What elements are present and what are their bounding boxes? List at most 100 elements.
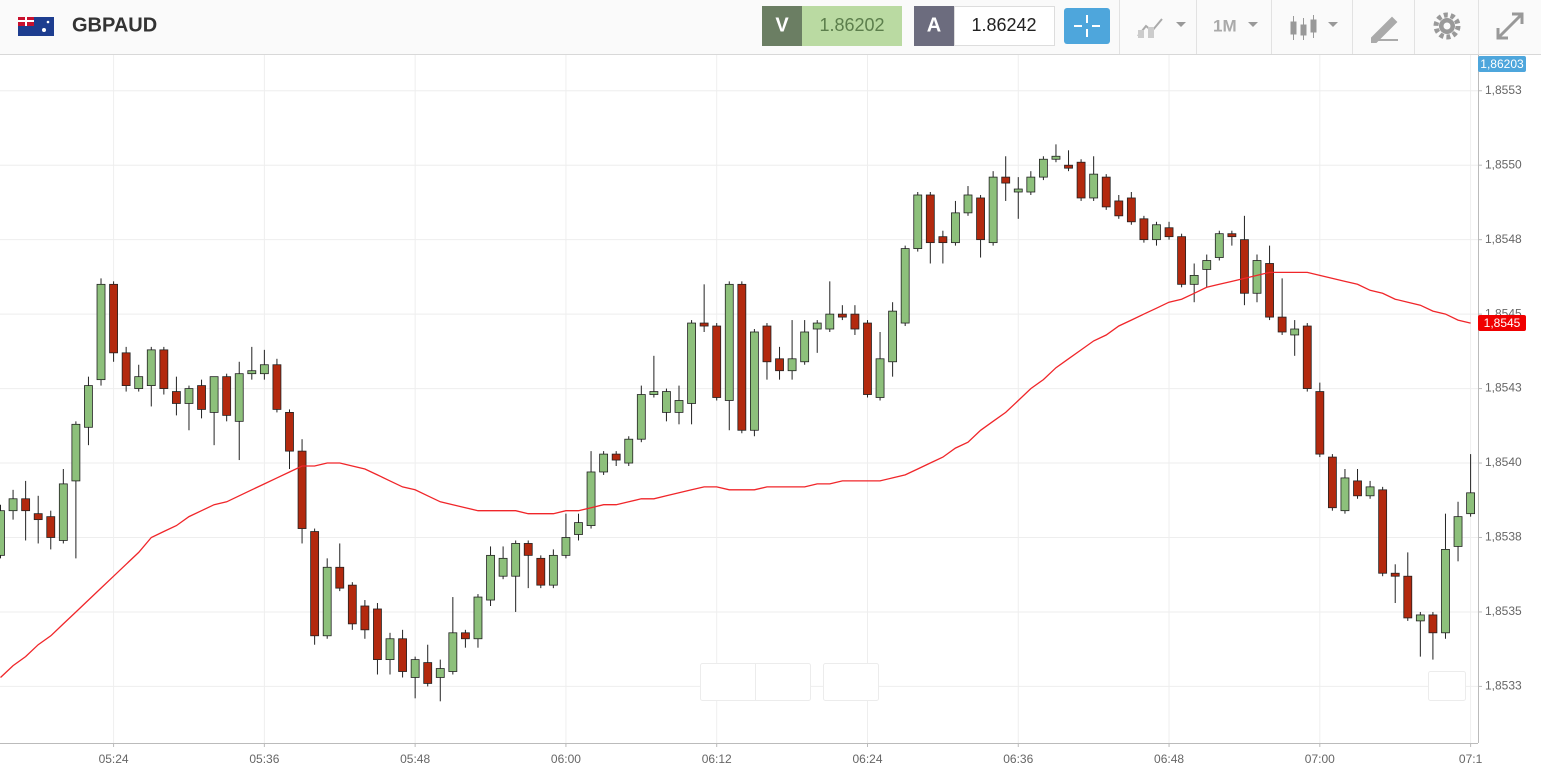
candle-body [1177,236,1187,285]
price-tag [1478,56,1526,72]
candle-body [599,453,609,473]
buy-label[interactable]: A [927,14,941,36]
y-tick-label: 1,8543 [1485,381,1522,395]
buy-price[interactable]: 1.86242 [971,15,1036,35]
y-tick-label: 1,8550 [1485,157,1522,171]
candle-body [448,632,458,672]
candle-body [109,283,118,354]
candle-body [988,176,998,244]
sell-button[interactable] [762,6,802,46]
sell-label[interactable]: V [775,14,789,36]
plot-area [0,55,1478,743]
candle-body [850,313,860,330]
expand-button[interactable] [1496,12,1524,40]
candle-body [611,453,621,461]
candle-body [322,566,332,637]
candle-body [1051,155,1061,160]
candle-body [1164,227,1174,238]
candle-body [134,376,144,389]
candle-body [1277,316,1287,333]
candle-body [1076,161,1086,199]
candle-body [561,537,571,556]
candle-body [976,197,985,241]
price-tag-label: 1,8545 [1484,316,1521,330]
x-tick-label: 05:48 [400,752,430,766]
chart-type-button[interactable] [1137,18,1186,38]
moving-average-line [0,271,1471,678]
candle-body [247,370,257,375]
x-tick-label: 06:12 [702,752,732,766]
candle-body [285,412,294,452]
buy-button[interactable] [914,6,954,46]
y-tick-label: 1,8540 [1485,455,1522,469]
candle-body [423,662,433,684]
candle-body [71,423,81,482]
candle-body [1202,260,1212,270]
candle-body [750,331,759,431]
candle-body [1026,176,1036,193]
candle-body [222,376,232,416]
symbol: GBPAUD [72,14,157,36]
candle-body [310,531,320,637]
candle-body [800,331,810,363]
x-tick-label: 07:1 [1459,752,1483,766]
timeframe-arrow[interactable] [1248,22,1258,27]
candle-body [297,450,307,529]
buy-price-box[interactable] [954,6,1055,46]
candle-style-button[interactable] [1290,15,1338,40]
candle-body [0,510,5,556]
sell-price[interactable]: 1.86202 [819,15,884,35]
candle-body [712,325,722,398]
candle-body [197,385,206,410]
candle-body [172,391,181,404]
y-tick-label: 1,8553 [1485,83,1522,97]
candle-body [58,483,68,541]
candle-body [272,364,282,410]
candle-body [812,322,822,330]
candle-body [636,394,646,440]
candle-body [511,543,521,577]
candle-body [385,638,395,661]
candle-body [360,605,370,631]
draw-tool-button[interactable] [1371,16,1398,43]
candle-body [21,498,31,512]
candle-body [787,358,797,372]
candle-body [1365,486,1375,497]
x-tick-label: 06:36 [1003,752,1033,766]
candle-body [837,313,847,318]
settings-button[interactable] [1433,12,1461,40]
candle-body [121,352,131,386]
candle-body [925,194,935,244]
candle-body [335,566,345,589]
candle-body [913,194,923,249]
candle-body [536,557,546,586]
timeframe[interactable]: 1M [1213,16,1237,35]
candle-body [1101,176,1111,208]
candle-body [461,632,470,640]
candle-body [159,349,169,389]
candle-body [1001,176,1011,184]
candle-body [1453,516,1463,547]
candle-body [84,385,93,428]
candle-body [586,471,596,526]
candle-body [473,596,483,640]
candle-body [574,522,583,535]
candle-body [1378,489,1388,574]
candle-body [875,358,885,398]
candle-body [1064,164,1073,169]
sell-price-box[interactable] [802,6,902,46]
grid [0,55,1478,743]
x-tick-label: 06:48 [1154,752,1184,766]
x-tick-label: 05:24 [99,752,129,766]
candle-body [1302,325,1312,389]
candle-body [888,310,898,363]
candle-body [724,283,734,401]
candle-body [775,358,784,372]
candle-body [209,376,219,413]
candle-body [1227,233,1237,238]
flag-icon [18,17,54,36]
crosshair-button[interactable] [1064,8,1110,44]
candle-body [46,516,56,538]
candle-body [1240,239,1249,294]
